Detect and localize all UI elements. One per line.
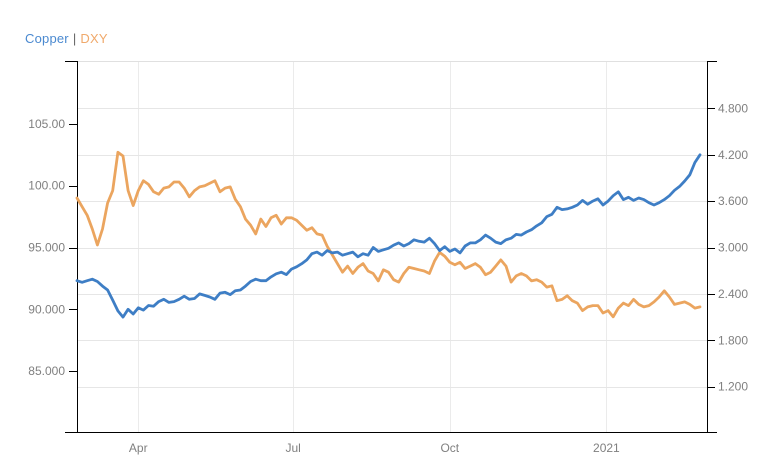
- right-axis-tick-label: 4.800: [718, 101, 748, 115]
- left-axis-tick-label: 95.000: [28, 241, 65, 255]
- legend-separator: |: [72, 31, 77, 46]
- left-axis-tick-label: 85.000: [28, 364, 65, 378]
- copper-line[interactable]: [75, 153, 702, 319]
- left-axis-tick-label: 100.00: [28, 179, 65, 193]
- right-axis-tick-label: 1.800: [718, 333, 748, 347]
- legend-item-copper[interactable]: Copper: [25, 31, 69, 46]
- x-axis-tick-label: 2021: [593, 441, 620, 455]
- dxy-line[interactable]: [75, 150, 702, 319]
- legend-item-dxy[interactable]: DXY: [80, 31, 108, 46]
- x-axis-tick-label: Apr: [129, 441, 148, 455]
- right-axis-tick-label: 1.200: [718, 380, 748, 394]
- left-axis-tick-label: 90.000: [28, 302, 65, 316]
- x-axis-tick-label: Oct: [440, 441, 459, 455]
- right-axis-tick-label: 3.000: [718, 241, 748, 255]
- right-axis-tick-label: 3.600: [718, 194, 748, 208]
- right-axis-tick-label: 4.200: [718, 148, 748, 162]
- left-axis-tick-label: 105.00: [28, 117, 65, 131]
- right-axis-tick-label: 2.400: [718, 287, 748, 301]
- chart-legend: Copper | DXY: [25, 31, 108, 46]
- x-axis-tick-label: Jul: [286, 441, 301, 455]
